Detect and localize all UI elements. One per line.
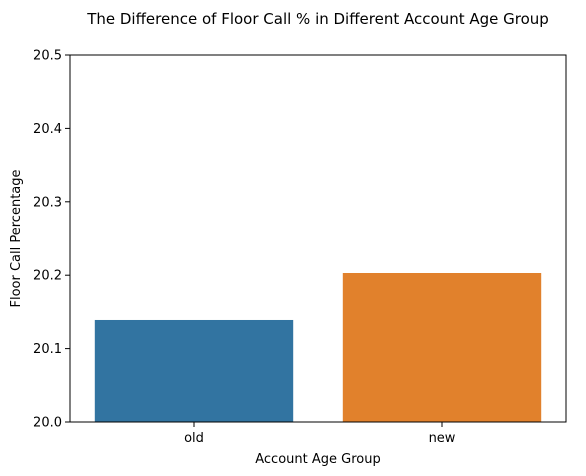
y-tick-label: 20.2: [33, 269, 62, 284]
y-tick-label: 20.3: [33, 195, 62, 210]
y-tick-label: 20.1: [33, 342, 62, 357]
y-tick-label: 20.0: [33, 416, 62, 431]
y-axis-title: Floor Call Percentage: [9, 169, 24, 307]
y-tick-label: 20.5: [33, 49, 62, 64]
x-axis-title: Account Age Group: [255, 452, 380, 467]
chart-title: The Difference of Floor Call % in Differ…: [86, 10, 549, 28]
y-tick-label: 20.4: [33, 122, 62, 137]
plot-area: old new 20.0 20.1 20.2 20.3 20.4 20.5: [33, 49, 567, 446]
plot-frame: [69, 54, 567, 423]
x-tick-label: old: [184, 431, 204, 446]
bar-new: [342, 272, 542, 422]
bar-old: [94, 319, 294, 422]
x-tick-label: new: [429, 431, 456, 446]
